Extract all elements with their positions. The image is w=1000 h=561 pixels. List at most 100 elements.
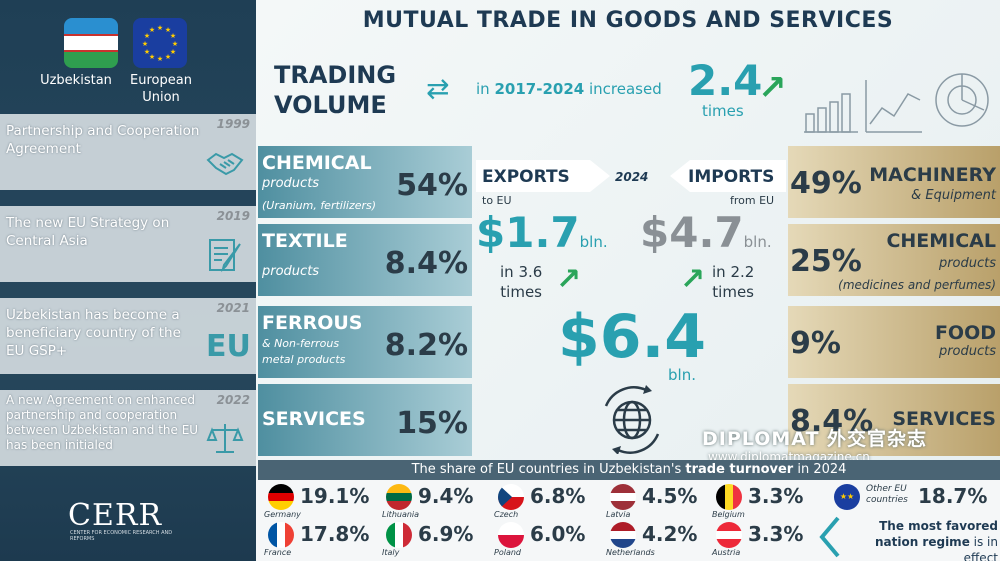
export-pct: 8.2% [384, 328, 468, 363]
cerr-logo-subtitle: CENTER FOR ECONOMIC RESEARCH AND REFORMS [70, 530, 173, 542]
svg-text:★: ★ [170, 48, 176, 56]
svg-text:★: ★ [142, 40, 148, 48]
country-share-name: Lithuania [382, 510, 420, 519]
export-category-chemical: CHEMICAL products (Uranium, fertilizers)… [258, 146, 472, 218]
country-share-value: 17.8% [300, 522, 370, 546]
country-share-name: Italy [382, 548, 400, 557]
country-share-item: 9.4% Lithuania [378, 482, 488, 520]
trading-volume-multiplier: 2.4 [688, 56, 763, 105]
up-arrow-icon: ↗ [680, 262, 706, 297]
country-eu: European Union [130, 73, 192, 105]
country-share-value: 3.3% [748, 484, 804, 508]
import-category-machinery: 49% MACHINERY & Equipment [788, 146, 1000, 218]
country-share-value: 6.9% [418, 522, 474, 546]
import-category-food: 9% FOOD products [788, 306, 1000, 378]
trading-volume-label: TRADING VOLUME [274, 61, 397, 119]
favored-nation-note: The most favored nation regime is in eff… [840, 518, 998, 561]
country-share-value: 3.3% [748, 522, 804, 546]
country-flag-icon [498, 522, 524, 548]
up-arrow-icon: ↗ [556, 262, 582, 297]
import-category-services: 8.4% SERVICES [788, 384, 1000, 456]
imports-arrow-icon [670, 160, 786, 192]
country-flag-icon [716, 484, 742, 510]
handshake-icon [206, 144, 244, 182]
country-share-item: 3.3% Belgium [708, 482, 818, 520]
export-category-textile: TEXTILE products 8.4% [258, 224, 472, 296]
page-title: MUTUAL TRADE IN GOODS AND SERVICES [362, 8, 894, 33]
country-share-name: Other EU countries [866, 484, 908, 505]
event-2021: Uzbekistan has become a beneficiary coun… [0, 298, 256, 374]
import-pct: 49% [790, 166, 862, 201]
favored-nation-post: is in effect [963, 535, 998, 561]
export-category-services: SERVICES 15% [258, 384, 472, 456]
exports-year: 2024 [615, 170, 649, 184]
event-1999: Partnership and Cooperation Agreement 19… [0, 114, 256, 190]
scales-icon [206, 420, 244, 458]
country-share-item: 6.8% Czech [490, 482, 600, 520]
svg-text:★: ★ [149, 26, 155, 34]
country-share-name: France [264, 548, 292, 557]
left-panel: ★ ★ ★ ★ ★ ★ ★ ★ ★ ★ ★ ★ Uzbekistan European Unio… [0, 0, 256, 561]
trading-volume-unit: times [702, 102, 744, 120]
country-share-value: 6.0% [530, 522, 586, 546]
event-text: Partnership and Cooperation Agreement [6, 123, 200, 157]
total-value: $6.4 [558, 302, 707, 372]
import-pct: 9% [790, 326, 841, 361]
country-flag-icon [716, 522, 742, 548]
document-pen-icon [206, 236, 244, 274]
svg-text:★: ★ [157, 24, 163, 32]
country-share-value: 4.5% [642, 484, 698, 508]
imports-growth: in 2.2 times [712, 263, 755, 301]
country-share-name: Poland [494, 548, 521, 557]
country-share-value: 9.4% [418, 484, 474, 508]
event-2019: The new EU Strategy on Central Asia 2019 [0, 206, 256, 282]
country-flag-icon [268, 522, 294, 548]
import-pct: 25% [790, 244, 862, 279]
country-share-name: Belgium [712, 510, 745, 519]
event-year: 2021 [216, 301, 250, 315]
country-share-value: 18.7% [918, 484, 988, 508]
country-share-item: 6.0% Poland [490, 520, 600, 558]
country-share-value: 6.8% [530, 484, 586, 508]
exports-arrow-icon [476, 160, 610, 192]
import-pct: 8.4% [790, 404, 874, 439]
country-share-value: 19.1% [300, 484, 370, 508]
exports-value: $1.7bln. [476, 208, 608, 257]
event-2022: A new Agreement on enhanced partnership … [0, 390, 256, 466]
country-share-name: Latvia [606, 510, 631, 519]
imports-value: $4.7bln. [640, 208, 772, 257]
cerr-logo: CERR [68, 498, 163, 533]
globe-icon [604, 385, 660, 454]
svg-text:★: ★ [172, 40, 178, 48]
uzbekistan-flag-icon [64, 18, 118, 68]
svg-text:★: ★ [149, 53, 155, 61]
main-panel: MUTUAL TRADE IN GOODS AND SERVICES TRADI… [256, 0, 1000, 561]
exports-growth: in 3.6 times [500, 263, 543, 301]
eu-letters-icon: EU [206, 329, 251, 364]
exchange-arrows-icon: ⇄ [426, 72, 450, 105]
country-share-item: 17.8% France [260, 520, 370, 558]
svg-text:★: ★ [165, 26, 171, 34]
event-year: 1999 [216, 117, 250, 131]
watermark-title: DIPLOMAT 外交官杂志 [702, 428, 928, 450]
charts-icon [804, 73, 989, 133]
event-text: Uzbekistan has become a beneficiary coun… [6, 307, 181, 359]
svg-text:★: ★ [144, 32, 150, 40]
svg-text:★: ★ [144, 48, 150, 56]
favored-nation-bracket-icon [819, 516, 840, 558]
export-category-ferrous: FERROUS & Non-ferrous metal products 8.2… [258, 306, 472, 378]
country-share-name: Czech [494, 510, 519, 519]
share-title: The share of EU countries in Uzbekistan'… [258, 460, 1000, 480]
country-share-name: Austria [712, 548, 741, 557]
country-share-item: 4.5% Latvia [602, 482, 712, 520]
country-flag-icon: ★★ [834, 484, 860, 510]
export-pct: 8.4% [384, 246, 468, 281]
event-year: 2019 [216, 209, 250, 223]
country-share-value: 4.2% [642, 522, 698, 546]
svg-text:★: ★ [157, 55, 163, 63]
trading-volume-period: 2017-2024 [494, 80, 585, 98]
country-share-item: 3.3% Austria [708, 520, 818, 558]
country-share-list: 19.1% Germany 9.4% Lithuania 6.8% Czech … [256, 480, 1000, 561]
eu-flag-icon: ★ ★ ★ ★ ★ ★ ★ ★ ★ ★ ★ ★ [133, 18, 187, 68]
